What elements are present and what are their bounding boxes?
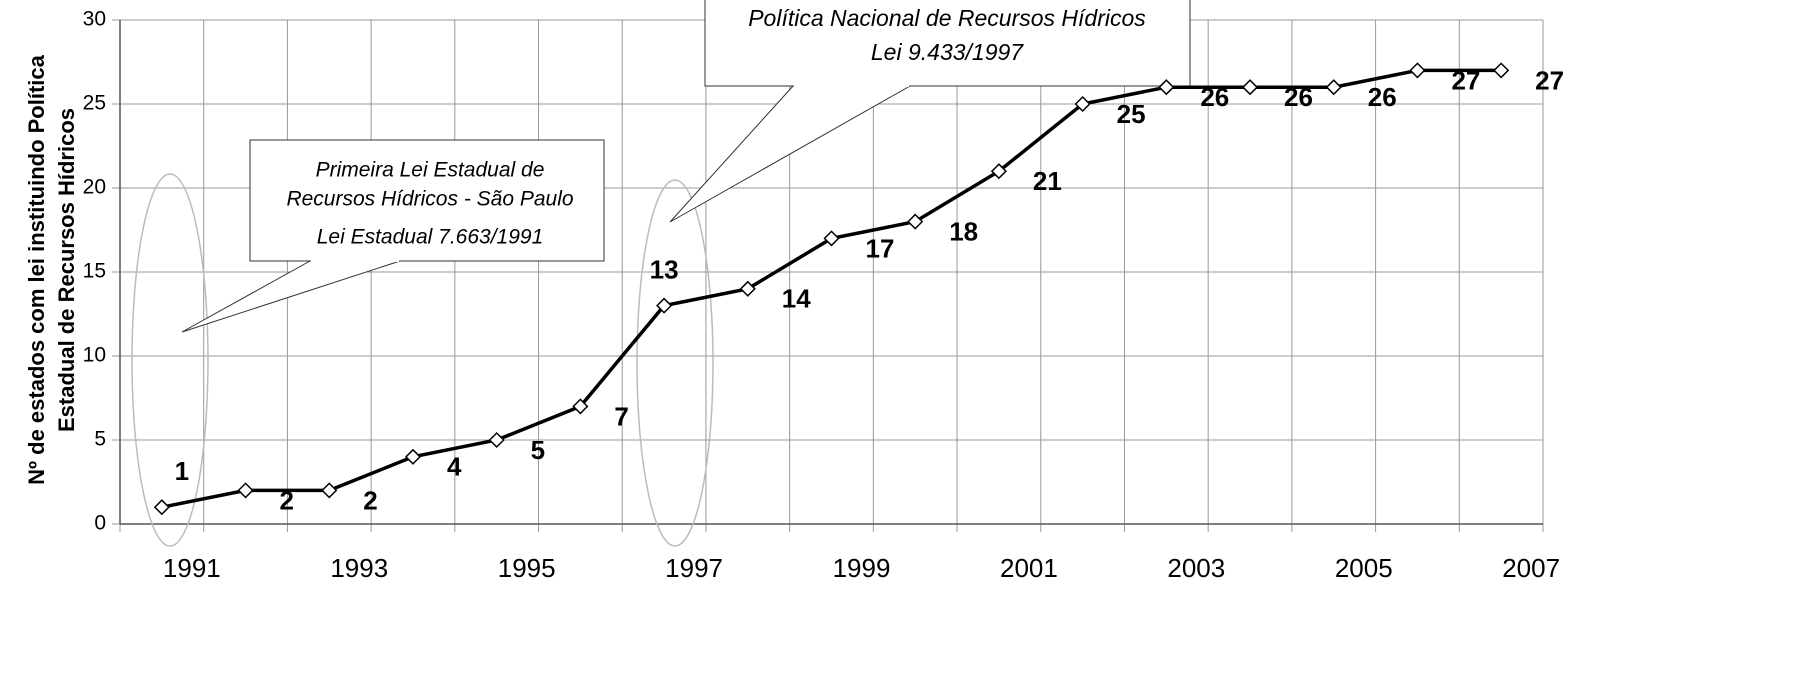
data-point — [823, 230, 840, 247]
data-label: 1 — [175, 456, 189, 486]
highlight-ellipse — [636, 179, 714, 547]
y-tick-label: 0 — [94, 512, 106, 535]
data-point — [321, 482, 338, 499]
data-point — [488, 431, 505, 449]
x-tick-label: 1999 — [833, 553, 891, 583]
callout-text: Primeira Lei Estadual de — [316, 159, 545, 182]
data-line — [161, 68, 1502, 509]
data-label: 14 — [782, 284, 811, 314]
data-point — [404, 448, 422, 465]
y-tick-label: 25 — [83, 92, 106, 115]
data-point — [907, 213, 924, 230]
data-label: 13 — [650, 254, 679, 284]
x-tick-label: 1991 — [163, 553, 221, 583]
data-point — [739, 280, 756, 297]
callout-box — [249, 139, 605, 262]
data-point — [656, 297, 673, 314]
y-tick-label: 20 — [83, 176, 106, 199]
data-label: 27 — [1451, 65, 1480, 95]
data-point — [237, 482, 254, 499]
data-label: 26 — [1284, 82, 1313, 112]
x-tick-label: 2001 — [1000, 553, 1058, 583]
data-label: 27 — [1535, 65, 1564, 95]
highlight-ellipse — [131, 173, 209, 547]
data-label: 26 — [1368, 82, 1397, 112]
data-point — [990, 163, 1007, 180]
y-axis-label: Nº de estados com lei instituindo Políti… — [24, 54, 79, 485]
data-label: 26 — [1200, 82, 1229, 112]
data-point — [1074, 95, 1091, 113]
data-label: 2 — [280, 485, 294, 515]
callout-box — [704, 0, 1191, 87]
data-point — [1158, 79, 1175, 96]
data-point — [1493, 62, 1510, 79]
callout-text: Lei Estadual 7.663/1991 — [317, 226, 544, 249]
data-label: 7 — [614, 401, 628, 431]
data-point — [572, 398, 589, 415]
x-tick-label: 1993 — [330, 553, 388, 583]
y-tick-label: 15 — [83, 260, 106, 283]
callout-text: Política Nacional de Recursos Hídricos — [748, 5, 1146, 31]
y-tick-label: 10 — [83, 344, 106, 367]
data-point — [153, 499, 170, 516]
x-tick-label: 2005 — [1335, 553, 1393, 583]
data-label: 21 — [1033, 166, 1062, 196]
callout-text: Recursos Hídricos - São Paulo — [286, 188, 573, 211]
data-label: 2 — [363, 485, 377, 515]
x-tick-label: 2003 — [1167, 553, 1225, 583]
x-tick-label: 1997 — [665, 553, 723, 583]
x-tick-label: 1995 — [498, 553, 556, 583]
y-tick-label: 5 — [94, 428, 106, 451]
data-point — [1325, 79, 1342, 96]
callout-text: Lei 9.433/1997 — [871, 39, 1024, 65]
data-label: 17 — [866, 233, 895, 263]
data-label: 4 — [447, 452, 462, 482]
y-axis-label-line: Estadual de Recursos Hídricos — [54, 108, 79, 432]
data-point — [1241, 79, 1259, 96]
x-tick-label: 2007 — [1502, 553, 1560, 583]
data-label: 5 — [531, 435, 545, 465]
data-label: 25 — [1117, 99, 1146, 129]
data-label: 18 — [949, 216, 978, 246]
y-axis-label-line: Nº de estados com lei instituindo Políti… — [24, 54, 49, 485]
data-point — [1409, 62, 1426, 79]
y-tick-label: 30 — [83, 8, 106, 31]
